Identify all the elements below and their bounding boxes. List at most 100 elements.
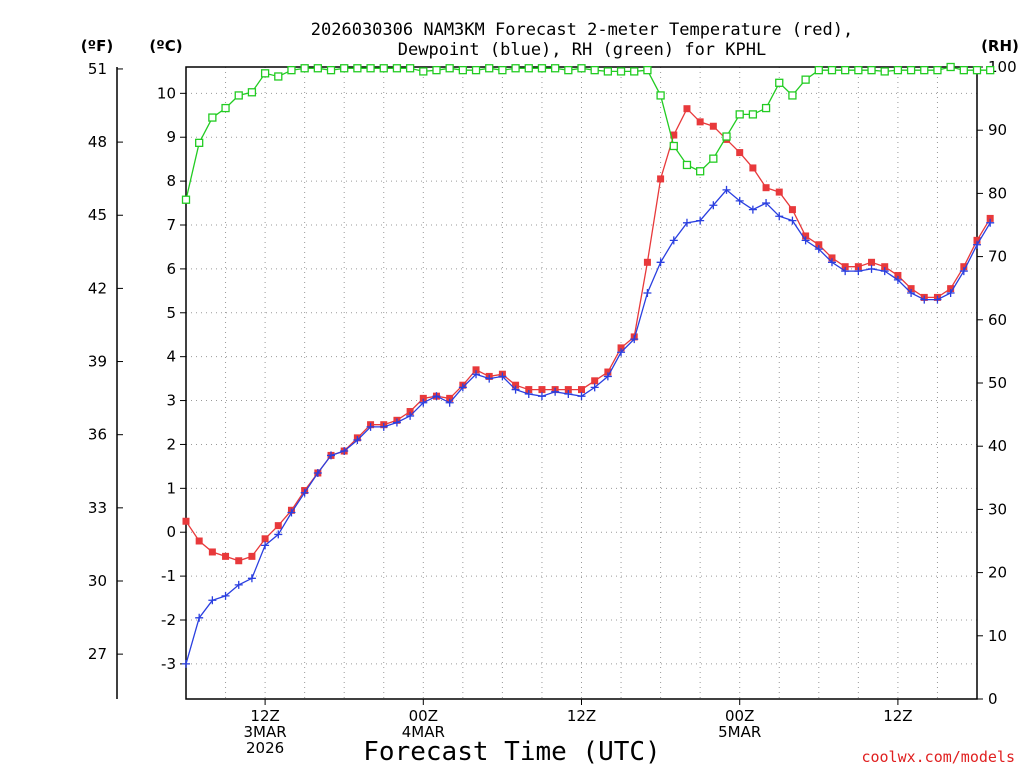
dewpoint-point (458, 383, 467, 392)
rh-point (959, 66, 968, 75)
rh-point (247, 88, 257, 97)
dewpoint-point (247, 574, 256, 583)
temperature-point (854, 263, 862, 271)
fahrenheit-tick-label: 30 (88, 572, 107, 590)
rh-point (775, 78, 784, 87)
temperature-point (564, 386, 572, 394)
rh-tick-label: 40 (988, 437, 1007, 455)
rh-tick-label: 70 (988, 248, 1007, 266)
rh-point (630, 67, 639, 76)
dewpoint-point (234, 580, 243, 589)
dewpoint-point (709, 201, 718, 210)
time-tick-label: 12Z (567, 707, 596, 725)
rh-point (748, 110, 758, 119)
dewpoint-point (722, 185, 731, 194)
temperature-point (881, 263, 889, 271)
dewpoint-point (959, 267, 968, 276)
rh-tick-label: 30 (988, 500, 1007, 518)
temperature-point (274, 522, 282, 530)
rh-point (946, 62, 955, 72)
dewpoint-point (880, 267, 889, 276)
dewpoint-point (432, 392, 441, 401)
tick-labels: -3-2-10123456789102730333639424548510102… (88, 58, 1017, 757)
time-tick-label: 00Z (725, 707, 754, 725)
rh-point (471, 66, 481, 75)
dewpoint-point (946, 289, 955, 298)
rh-point (195, 138, 204, 147)
temperature-point (446, 394, 454, 402)
fahrenheit-tick-label: 45 (88, 206, 107, 224)
temperature-point (472, 366, 480, 374)
rh-point (458, 66, 468, 75)
dewpoint-point (788, 216, 797, 225)
dewpoint-point (577, 392, 586, 401)
rh-point (326, 66, 336, 75)
fahrenheit-tick-label: 42 (88, 279, 107, 297)
dewpoint-point (445, 398, 454, 407)
rh-point (353, 64, 362, 73)
celsius-tick-label: -1 (161, 567, 176, 585)
rh-point (709, 154, 718, 163)
temperature-point (657, 175, 665, 183)
dewpoint-point (182, 659, 190, 668)
rh-tick-label: 20 (988, 564, 1007, 582)
rh-point (511, 64, 520, 73)
rh-point (234, 91, 243, 100)
dewpoint-point (973, 240, 981, 249)
rh-point (893, 66, 903, 75)
dewpoint-point (669, 236, 678, 245)
rh-tick-label: 60 (988, 311, 1007, 329)
rh-tick-label: 10 (988, 627, 1007, 645)
rh-point (906, 66, 916, 75)
dewpoint-point (907, 289, 916, 298)
dewpoint-point (564, 389, 573, 398)
series-rh (181, 62, 995, 204)
dewpoint-point (920, 295, 929, 304)
temperature-point (828, 254, 836, 262)
dewpoint-point (208, 596, 217, 605)
rh-tick-label: 100 (988, 58, 1017, 76)
celsius-tick-label: 8 (166, 172, 176, 190)
fahrenheit-tick-label: 39 (88, 353, 107, 371)
dewpoint-point (511, 385, 520, 394)
rh-point (788, 91, 797, 100)
rh-point (841, 66, 850, 75)
rh-point (405, 64, 415, 73)
temperature-point (868, 258, 876, 266)
temperature-point (670, 131, 678, 139)
rh-point (524, 64, 533, 73)
rh-point (722, 132, 731, 141)
temperature-point (696, 118, 704, 126)
dewpoint-point (643, 289, 652, 298)
dewpoint-point (221, 591, 230, 600)
dewpoint-point (630, 335, 639, 344)
dewpoint-point (392, 418, 401, 427)
dewpoint-point (933, 295, 942, 304)
rh-point (208, 113, 217, 122)
rh-point (300, 64, 309, 73)
temperature-point (538, 386, 546, 394)
celsius-tick-label: 9 (166, 128, 176, 146)
rh-point (854, 66, 863, 75)
time-tick-label: 2026 (246, 739, 284, 757)
temperature-point (419, 394, 427, 402)
dewpoint-point (300, 488, 309, 497)
dewpoint-point (775, 212, 784, 221)
rh-point (485, 64, 494, 73)
fahrenheit-tick-label: 33 (88, 499, 107, 517)
rh-point (761, 103, 771, 113)
rh-point (274, 72, 283, 81)
dewpoint-point (735, 196, 744, 205)
dewpoint-point (603, 372, 612, 381)
rh-point (656, 91, 665, 100)
gridlines (186, 67, 977, 699)
rh-point (287, 66, 296, 75)
dewpoint-point (195, 613, 204, 622)
celsius-tick-label: 4 (166, 348, 176, 366)
dewpoint-point (814, 245, 823, 254)
dewpoint-point (472, 370, 481, 379)
temperature-point (591, 377, 599, 385)
temperature-point (683, 105, 691, 113)
temperature-point (973, 236, 981, 244)
